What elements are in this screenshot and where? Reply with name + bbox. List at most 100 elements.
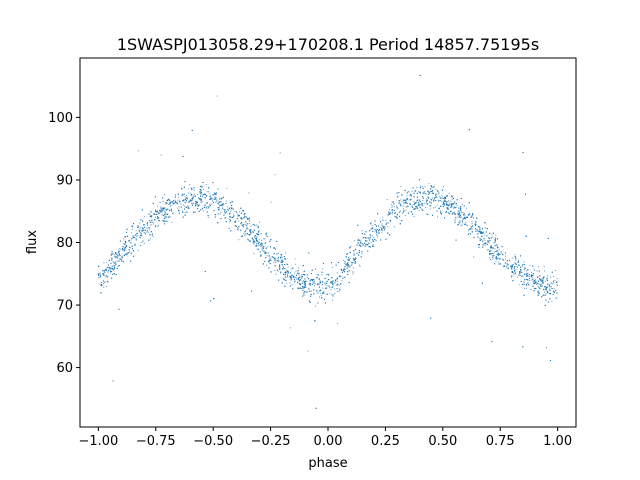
data-point	[197, 194, 199, 196]
data-point	[449, 203, 451, 205]
data-point	[468, 202, 470, 204]
data-point	[459, 220, 461, 222]
data-point	[481, 282, 483, 284]
data-point	[540, 278, 542, 280]
data-point	[469, 213, 471, 215]
data-point	[311, 284, 313, 286]
data-point	[394, 206, 396, 208]
data-point	[254, 224, 256, 226]
data-point	[101, 285, 103, 287]
data-point	[420, 191, 422, 193]
data-point	[290, 268, 292, 270]
data-point	[431, 190, 433, 192]
data-point	[474, 223, 476, 225]
data-point	[220, 198, 222, 200]
data-point	[395, 205, 397, 207]
data-point	[176, 207, 178, 209]
data-point	[202, 182, 204, 184]
data-point	[156, 216, 158, 218]
data-point	[215, 193, 217, 195]
data-point	[419, 201, 421, 203]
data-point	[357, 242, 359, 244]
data-point	[198, 210, 200, 212]
data-point	[228, 209, 230, 211]
data-point	[237, 227, 239, 229]
data-point	[326, 287, 328, 289]
data-point	[479, 229, 481, 231]
data-point	[312, 281, 314, 283]
data-point	[141, 230, 143, 232]
data-point	[417, 196, 419, 198]
data-point	[220, 218, 222, 220]
data-point	[446, 195, 448, 197]
data-point	[427, 213, 429, 215]
data-point	[124, 247, 126, 249]
data-point	[256, 237, 258, 239]
data-point	[139, 234, 141, 236]
data-point	[480, 232, 482, 234]
data-point	[324, 277, 326, 279]
data-point	[534, 280, 536, 282]
data-point	[298, 278, 300, 280]
data-point	[435, 188, 437, 190]
data-point	[459, 213, 461, 215]
data-point	[284, 279, 286, 281]
data-point	[261, 249, 263, 251]
data-point	[337, 283, 339, 285]
data-point	[534, 281, 536, 283]
data-point	[413, 204, 415, 206]
data-point	[434, 197, 436, 199]
data-point	[537, 290, 539, 292]
data-point	[105, 269, 107, 271]
data-point	[280, 271, 282, 273]
data-point	[435, 194, 437, 196]
data-point	[353, 240, 355, 242]
data-point	[527, 269, 529, 271]
data-point	[167, 216, 169, 218]
data-point	[381, 229, 383, 231]
data-point	[233, 213, 235, 215]
data-point	[420, 204, 422, 206]
data-point	[131, 248, 133, 250]
data-point	[189, 192, 191, 194]
data-point	[224, 212, 226, 214]
data-point	[486, 243, 488, 245]
data-point	[553, 288, 555, 290]
data-point	[459, 217, 461, 219]
data-point	[315, 268, 317, 270]
data-point	[178, 196, 180, 198]
data-point	[512, 264, 514, 266]
data-point	[518, 273, 520, 275]
data-point	[499, 263, 501, 265]
data-point	[150, 231, 152, 233]
data-point	[229, 216, 231, 218]
data-point	[350, 246, 352, 248]
data-point	[548, 285, 550, 287]
data-point	[148, 231, 150, 233]
data-point	[391, 211, 393, 213]
data-point	[241, 217, 243, 219]
data-point	[257, 248, 259, 250]
data-point	[191, 129, 193, 131]
data-point	[405, 206, 407, 208]
data-point	[190, 187, 192, 189]
data-point	[295, 270, 297, 272]
data-point	[463, 218, 465, 220]
data-point	[108, 269, 110, 271]
data-point	[117, 252, 119, 254]
data-point	[396, 215, 398, 217]
data-point	[527, 282, 529, 284]
data-point	[187, 188, 189, 190]
data-point	[533, 268, 535, 270]
data-point	[170, 210, 172, 212]
data-point	[550, 286, 552, 288]
data-point	[300, 279, 302, 281]
data-point	[212, 182, 214, 184]
data-point	[102, 273, 104, 275]
data-point	[454, 201, 456, 203]
data-point	[243, 217, 245, 219]
data-point	[490, 245, 492, 247]
data-point	[114, 268, 116, 270]
data-point	[281, 257, 283, 259]
data-point	[524, 287, 526, 289]
